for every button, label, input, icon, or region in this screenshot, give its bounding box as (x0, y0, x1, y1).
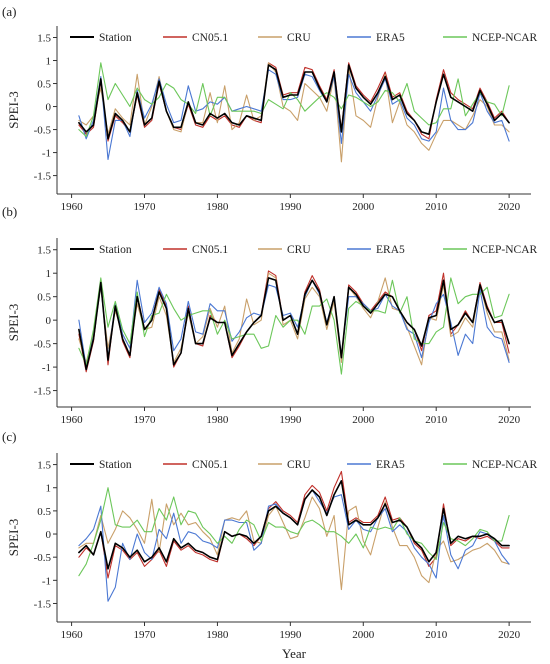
series-line-ncep-ncar (78, 277, 510, 375)
series-line-station (78, 64, 510, 140)
series-line-ncep-ncar (78, 62, 510, 138)
legend-backdrop (256, 241, 338, 255)
legend-label: CRU (287, 244, 311, 256)
y-tick-label: 1.5 (37, 245, 51, 257)
legend-label: CRU (287, 459, 311, 471)
series-line-cn05-1 (78, 62, 510, 142)
x-tick-label: 1980 (206, 201, 229, 213)
panel-label: (c) (2, 429, 16, 444)
legend-backdrop (161, 456, 243, 470)
series-line-cru (78, 272, 510, 366)
legend-label: CN05.1 (192, 244, 228, 256)
legend-backdrop (68, 456, 150, 470)
panel-label: (a) (2, 4, 16, 19)
x-tick-label: 1980 (206, 414, 229, 426)
x-tick-label: 1970 (134, 201, 157, 213)
y-tick-label: 1 (46, 268, 52, 280)
y-tick-label: 0.5 (37, 506, 51, 518)
legend-label: CRU (287, 32, 311, 44)
legend-label: ERA5 (376, 32, 405, 44)
legend-backdrop (161, 241, 243, 255)
legend-label: NCEP-NCAR (472, 32, 538, 44)
x-tick-label: 1960 (61, 201, 84, 213)
legend-backdrop (345, 241, 427, 255)
x-tick-label: 1980 (206, 629, 229, 641)
legend-label: NCEP-NCAR (472, 244, 538, 256)
chart-panel-3: (c) -1.5 -1 -0.5 0 0.5 1 1.5 1960 1970 1980 1990 200… (2, 429, 538, 661)
y-axis-label: SPEI-3 (6, 91, 21, 129)
y-tick-label: -0.5 (34, 552, 52, 564)
y-tick-label: 1 (46, 483, 52, 495)
legend-label: ERA5 (376, 244, 405, 256)
legend-backdrop (441, 456, 523, 470)
y-axis-label: SPEI-3 (6, 519, 21, 557)
legend-backdrop (441, 29, 523, 43)
legend-backdrop (68, 29, 150, 43)
legend-backdrop (68, 241, 150, 255)
legend-label: Station (99, 32, 132, 44)
y-tick-label: -0.5 (34, 125, 52, 137)
legend-backdrop (345, 456, 427, 470)
legend-label: CN05.1 (192, 32, 228, 44)
y-tick-label: 1 (46, 56, 52, 68)
y-tick-label: 0.5 (37, 79, 51, 91)
y-tick-label: 0.5 (37, 292, 51, 304)
x-tick-label: 1960 (61, 629, 84, 641)
legend-label: Station (99, 459, 132, 471)
series-line-station (78, 277, 510, 371)
y-tick-label: 1.5 (37, 33, 51, 45)
x-tick-label: 1970 (134, 629, 157, 641)
y-tick-label: -1.5 (34, 386, 52, 398)
x-tick-label: 1990 (279, 629, 302, 641)
legend-backdrop (161, 29, 243, 43)
y-tick-label: 0 (46, 102, 52, 114)
series-line-era5 (78, 69, 510, 161)
legend-label: CN05.1 (192, 459, 228, 471)
y-tick-label: -1 (42, 148, 51, 160)
y-tick-label: 1.5 (37, 460, 51, 472)
y-tick-label: -1 (42, 575, 51, 587)
x-tick-label: 1990 (279, 201, 302, 213)
x-tick-label: 2020 (498, 629, 521, 641)
x-tick-label: 1960 (61, 414, 84, 426)
x-axis-label: Year (282, 646, 307, 661)
x-tick-label: 1970 (134, 414, 157, 426)
legend-backdrop (256, 29, 338, 43)
x-tick-label: 2010 (425, 201, 448, 213)
x-tick-label: 2010 (425, 414, 448, 426)
x-tick-label: 2000 (352, 201, 375, 213)
legend-label: NCEP-NCAR (472, 459, 538, 471)
legend-label: ERA5 (376, 459, 405, 471)
panel-label: (b) (2, 204, 17, 219)
y-tick-label: -1.5 (34, 598, 52, 610)
y-axis-label: SPEI-3 (6, 304, 21, 342)
legend-backdrop (345, 29, 427, 43)
chart-panel-2: (b) -1.5 -1 -0.5 0 0.5 1 1.5 1960 1970 1980 1990 200… (2, 204, 538, 426)
x-tick-label: 2000 (352, 629, 375, 641)
y-tick-label: 0 (46, 315, 52, 327)
chart-panel-1: (a) -1.5 -1 -0.5 0 0.5 1 1.5 1960 1970 1980 1990 200… (2, 4, 538, 213)
legend-label: Station (99, 244, 132, 256)
y-tick-label: -1.5 (34, 171, 52, 183)
y-tick-label: -0.5 (34, 339, 52, 351)
legend-backdrop (441, 241, 523, 255)
x-tick-label: 2000 (352, 414, 375, 426)
x-tick-label: 2010 (425, 629, 448, 641)
y-tick-label: 0 (46, 529, 52, 541)
series-line-cru (78, 62, 510, 163)
legend-backdrop (256, 456, 338, 470)
x-tick-label: 2020 (498, 414, 521, 426)
series-line-station (78, 479, 510, 570)
x-tick-label: 2020 (498, 201, 521, 213)
x-tick-label: 1990 (279, 414, 302, 426)
series-line-ncep-ncar (78, 487, 510, 577)
y-tick-label: -1 (42, 362, 51, 374)
